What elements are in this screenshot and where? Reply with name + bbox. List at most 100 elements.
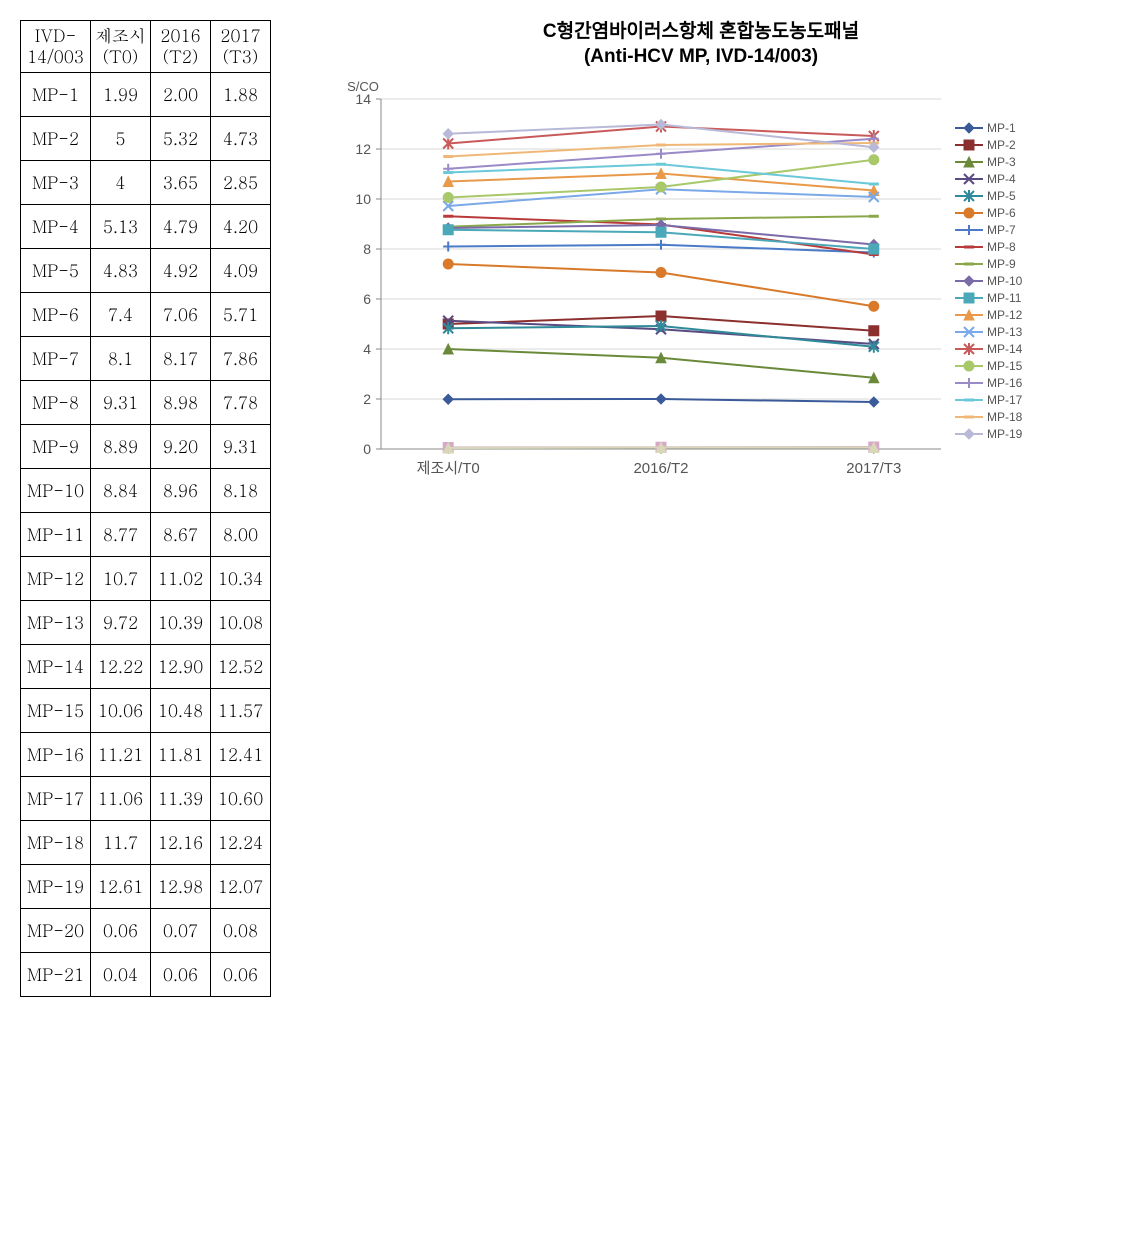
- table-cell: 0.06: [151, 952, 211, 996]
- table-row: MP-1711.0611.3910.60: [21, 776, 271, 820]
- table-cell: 8.17: [151, 336, 211, 380]
- table-cell: MP-4: [21, 204, 91, 248]
- legend-label: MP-9: [987, 257, 1016, 271]
- table-cell: MP-11: [21, 512, 91, 556]
- legend-marker-icon: [955, 393, 983, 407]
- legend-item: MP-4: [955, 170, 1022, 187]
- table-cell: MP-9: [21, 424, 91, 468]
- table-cell: 0.06: [91, 908, 151, 952]
- legend-marker-icon: [955, 410, 983, 424]
- series-MP-6: [443, 259, 879, 311]
- table-cell: 4.20: [211, 204, 271, 248]
- table-cell: 2.85: [211, 160, 271, 204]
- table-cell: 12.98: [151, 864, 211, 908]
- table-cell: 11.7: [91, 820, 151, 864]
- table-cell: MP-20: [21, 908, 91, 952]
- table-cell: 5.32: [151, 116, 211, 160]
- page-container: IVD-14/003제조시(T0)2016(T2)2017(T3)MP-11.9…: [20, 20, 1116, 997]
- table-cell: 4.73: [211, 116, 271, 160]
- table-cell: MP-19: [21, 864, 91, 908]
- table-cell: 8.18: [211, 468, 271, 512]
- table-cell: 11.39: [151, 776, 211, 820]
- legend-item: MP-10: [955, 272, 1022, 289]
- table-row: MP-108.848.968.18: [21, 468, 271, 512]
- table-cell: 10.7: [91, 556, 151, 600]
- table-cell: 0.07: [151, 908, 211, 952]
- table-row: MP-11.992.001.88: [21, 72, 271, 116]
- legend-label: MP-16: [987, 376, 1022, 390]
- table-cell: 5.71: [211, 292, 271, 336]
- legend-item: MP-18: [955, 408, 1022, 425]
- legend-marker-icon: [955, 359, 983, 373]
- table-cell: 1.88: [211, 72, 271, 116]
- table-cell: MP-2: [21, 116, 91, 160]
- table-cell: 7.78: [211, 380, 271, 424]
- legend-label: MP-2: [987, 138, 1016, 152]
- legend-item: MP-11: [955, 289, 1022, 306]
- table-cell: 5: [91, 116, 151, 160]
- series-MP-19: [443, 120, 879, 153]
- table-row: MP-98.899.209.31: [21, 424, 271, 468]
- table-cell: 12.22: [91, 644, 151, 688]
- table-cell: 7.4: [91, 292, 151, 336]
- table-cell: 4.83: [91, 248, 151, 292]
- legend-item: MP-16: [955, 374, 1022, 391]
- table-cell: MP-6: [21, 292, 91, 336]
- table-cell: 12.07: [211, 864, 271, 908]
- legend-label: MP-17: [987, 393, 1022, 407]
- table-cell: 4.79: [151, 204, 211, 248]
- table-cell: 0.04: [91, 952, 151, 996]
- table-cell: 7.06: [151, 292, 211, 336]
- table-cell: MP-14: [21, 644, 91, 688]
- table-header-cell: 2017(T3): [211, 21, 271, 73]
- legend-marker-icon: [955, 223, 983, 237]
- series-MP-21: [443, 443, 879, 454]
- chart-wrap: C형간염바이러스항체 혼합농도농도패널 (Anti-HCV MP, IVD-14…: [321, 20, 1081, 489]
- table-row: MP-343.652.85: [21, 160, 271, 204]
- table-cell: 7.86: [211, 336, 271, 380]
- legend-item: MP-9: [955, 255, 1022, 272]
- legend-label: MP-10: [987, 274, 1022, 288]
- table-row: MP-1510.0610.4811.57: [21, 688, 271, 732]
- legend-marker-icon: [955, 325, 983, 339]
- table-row: MP-45.134.794.20: [21, 204, 271, 248]
- legend-marker-icon: [955, 427, 983, 441]
- series-MP-5: [443, 320, 879, 353]
- table-header-cell: 제조시(T0): [91, 21, 151, 73]
- table-header-cell: IVD-14/003: [21, 21, 91, 73]
- table-cell: MP-18: [21, 820, 91, 864]
- legend-item: MP-6: [955, 204, 1022, 221]
- table-cell: MP-15: [21, 688, 91, 732]
- svg-text:0: 0: [363, 441, 371, 457]
- legend-label: MP-5: [987, 189, 1016, 203]
- table-cell: 8.89: [91, 424, 151, 468]
- table-cell: 10.39: [151, 600, 211, 644]
- table-cell: 9.72: [91, 600, 151, 644]
- legend-marker-icon: [955, 308, 983, 322]
- svg-text:2017/T3: 2017/T3: [846, 460, 901, 477]
- table-row: MP-1412.2212.9012.52: [21, 644, 271, 688]
- table-cell: MP-7: [21, 336, 91, 380]
- svg-text:2: 2: [363, 391, 371, 407]
- legend-label: MP-15: [987, 359, 1022, 373]
- table-cell: 10.08: [211, 600, 271, 644]
- legend-label: MP-6: [987, 206, 1016, 220]
- svg-text:6: 6: [363, 291, 371, 307]
- table-cell: 8.84: [91, 468, 151, 512]
- table-cell: 5.13: [91, 204, 151, 248]
- table-row: MP-67.47.065.71: [21, 292, 271, 336]
- table-row: MP-1611.2111.8112.41: [21, 732, 271, 776]
- legend-marker-icon: [955, 138, 983, 152]
- legend-label: MP-8: [987, 240, 1016, 254]
- table-cell: 0.06: [211, 952, 271, 996]
- table-cell: MP-8: [21, 380, 91, 424]
- table-cell: MP-17: [21, 776, 91, 820]
- legend-item: MP-1: [955, 119, 1022, 136]
- chart-row: 02468101214S/CO제조시/T02016/T22017/T3 MP-1…: [321, 69, 1081, 489]
- legend-label: MP-1: [987, 121, 1016, 135]
- legend-marker-icon: [955, 257, 983, 271]
- table-row: MP-200.060.070.08: [21, 908, 271, 952]
- table-cell: 1.99: [91, 72, 151, 116]
- table-cell: 8.77: [91, 512, 151, 556]
- table-row: MP-54.834.924.09: [21, 248, 271, 292]
